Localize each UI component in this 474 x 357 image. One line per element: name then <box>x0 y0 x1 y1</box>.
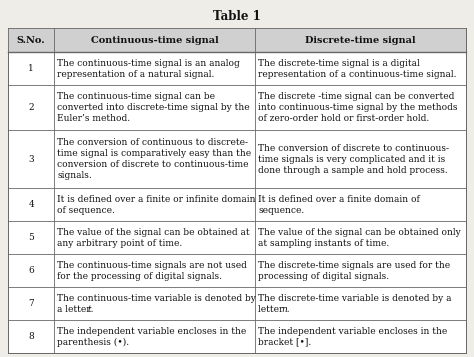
Text: time signals is very complicated and it is: time signals is very complicated and it … <box>258 155 445 164</box>
Text: 6: 6 <box>28 266 34 275</box>
Text: Discrete-time signal: Discrete-time signal <box>305 36 416 45</box>
Text: any arbitrary point of time.: any arbitrary point of time. <box>57 238 182 248</box>
Text: time signal is comparatively easy than the: time signal is comparatively easy than t… <box>57 149 251 158</box>
Text: n.: n. <box>282 305 290 313</box>
Text: 7: 7 <box>28 299 34 308</box>
Text: The independent variable encloses in the: The independent variable encloses in the <box>258 327 447 336</box>
Text: 2: 2 <box>28 103 34 112</box>
Text: 8: 8 <box>28 332 34 341</box>
Text: sequence.: sequence. <box>258 206 304 215</box>
Text: The continuous-time signal can be: The continuous-time signal can be <box>57 92 215 101</box>
Text: of sequence.: of sequence. <box>57 206 115 215</box>
Text: The conversion of continuous to discrete-: The conversion of continuous to discrete… <box>57 138 248 147</box>
Text: The discrete-time signals are used for the: The discrete-time signals are used for t… <box>258 261 450 270</box>
Text: 3: 3 <box>28 155 34 164</box>
Text: The continuous-time signals are not used: The continuous-time signals are not used <box>57 261 247 270</box>
Text: Continuous-time signal: Continuous-time signal <box>91 36 219 45</box>
Text: into continuous-time signal by the methods: into continuous-time signal by the metho… <box>258 103 457 112</box>
Text: for the processing of digital signals.: for the processing of digital signals. <box>57 272 222 281</box>
Text: The discrete -time signal can be converted: The discrete -time signal can be convert… <box>258 92 455 101</box>
Text: representation of a natural signal.: representation of a natural signal. <box>57 70 215 79</box>
Text: bracket [•].: bracket [•]. <box>258 337 311 347</box>
Text: S.No.: S.No. <box>17 36 46 45</box>
Text: converted into discrete-time signal by the: converted into discrete-time signal by t… <box>57 103 250 112</box>
Text: parenthesis (•).: parenthesis (•). <box>57 337 129 347</box>
Text: signals.: signals. <box>57 171 92 180</box>
Text: The value of the signal can be obtained only: The value of the signal can be obtained … <box>258 228 461 237</box>
Text: Euler’s method.: Euler’s method. <box>57 114 130 123</box>
Text: The conversion of discrete to continuous-: The conversion of discrete to continuous… <box>258 144 449 153</box>
Text: 4: 4 <box>28 200 34 209</box>
Text: of zero-order hold or first-order hold.: of zero-order hold or first-order hold. <box>258 114 429 123</box>
Text: The continuous-time variable is denoted by: The continuous-time variable is denoted … <box>57 293 256 302</box>
Text: The discrete-time signal is a digital: The discrete-time signal is a digital <box>258 59 420 67</box>
Text: The independent variable encloses in the: The independent variable encloses in the <box>57 327 246 336</box>
Text: 1: 1 <box>28 64 34 73</box>
Text: representation of a continuous-time signal.: representation of a continuous-time sign… <box>258 70 456 79</box>
Text: The value of the signal can be obtained at: The value of the signal can be obtained … <box>57 228 250 237</box>
Text: at sampling instants of time.: at sampling instants of time. <box>258 238 389 248</box>
Text: It is defined over a finite or infinite domain: It is defined over a finite or infinite … <box>57 195 256 203</box>
Text: t.: t. <box>88 305 94 313</box>
Text: The continuous-time signal is an analog: The continuous-time signal is an analog <box>57 59 240 67</box>
Text: a letter t.: a letter t. <box>57 305 100 313</box>
Text: 5: 5 <box>28 233 34 242</box>
Text: a letter: a letter <box>57 305 94 313</box>
Text: Table 1: Table 1 <box>213 10 261 23</box>
Text: done through a sample and hold process.: done through a sample and hold process. <box>258 166 448 175</box>
Text: conversion of discrete to continuous-time: conversion of discrete to continuous-tim… <box>57 160 249 169</box>
Text: The discrete-time variable is denoted by a: The discrete-time variable is denoted by… <box>258 293 452 302</box>
Bar <box>8 28 466 52</box>
Text: letter: letter <box>258 305 286 313</box>
Text: It is defined over a finite domain of: It is defined over a finite domain of <box>258 195 420 203</box>
Text: processing of digital signals.: processing of digital signals. <box>258 272 389 281</box>
